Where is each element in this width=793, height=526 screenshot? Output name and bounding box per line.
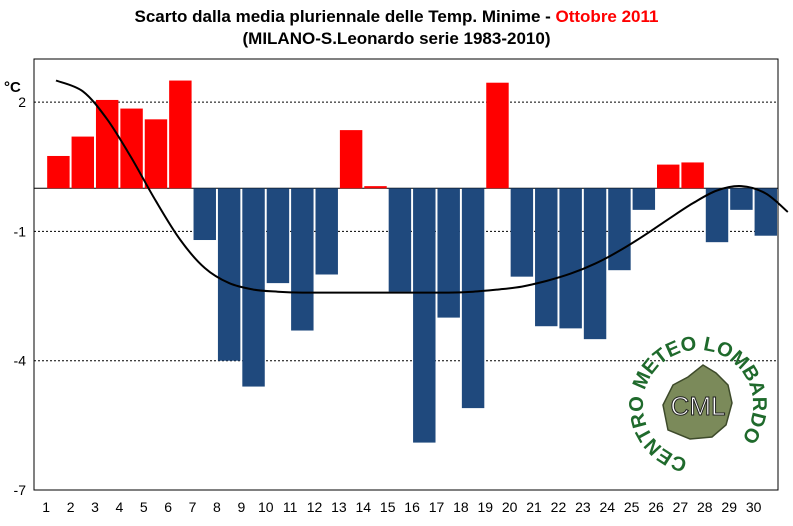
- y-tick-labels: 2 -1 -4 -7: [14, 94, 27, 498]
- chart-subtitle: (MILANO-S.Leonardo serie 1983-2010): [242, 29, 551, 48]
- x-tick-18: 18: [453, 499, 469, 515]
- bar-day-22: [559, 188, 582, 329]
- x-tick-29: 29: [721, 499, 737, 515]
- bar-day-5: [144, 119, 168, 189]
- x-tick-22: 22: [551, 499, 567, 515]
- x-tick-17: 17: [429, 499, 445, 515]
- bar-day-14: [364, 186, 387, 189]
- y-tick-1: -1: [14, 223, 27, 239]
- bar-day-3: [95, 99, 119, 189]
- x-tick-1: 1: [42, 499, 50, 515]
- bar-day-10: [266, 188, 290, 284]
- cml-logo: CML CENTRO METEO LOMBARDO: [628, 335, 768, 475]
- trend-line: [55, 79, 789, 294]
- x-tick-26: 26: [648, 499, 664, 515]
- bar-day-13: [339, 130, 363, 189]
- x-tick-21: 21: [526, 499, 542, 515]
- x-tick-6: 6: [164, 499, 172, 515]
- x-tick-25: 25: [624, 499, 640, 515]
- x-tick-8: 8: [213, 499, 221, 515]
- x-tick-16: 16: [404, 499, 420, 515]
- bar-day-21: [535, 188, 558, 327]
- bar-day-28: [705, 188, 729, 243]
- x-tick-28: 28: [697, 499, 713, 515]
- bar-day-30: [754, 188, 778, 236]
- bar-day-12: [315, 188, 338, 275]
- bar-day-15: [388, 188, 412, 292]
- bar-day-25: [632, 188, 656, 210]
- bar-day-8: [217, 188, 241, 361]
- x-tick-10: 10: [258, 499, 274, 515]
- chart-title: Scarto dalla media pluriennale delle Tem…: [0, 6, 793, 50]
- bar-day-19: [486, 82, 509, 189]
- y-tick-3: -7: [14, 482, 27, 498]
- x-tick-15: 15: [380, 499, 396, 515]
- lombardy-map-icon: [662, 364, 733, 440]
- bar-day-27: [681, 162, 704, 189]
- x-tick-30: 30: [746, 499, 762, 515]
- x-tick-14: 14: [356, 499, 372, 515]
- x-tick-19: 19: [477, 499, 493, 515]
- bar-day-18: [461, 188, 485, 409]
- x-tick-4: 4: [115, 499, 123, 515]
- x-tick-5: 5: [140, 499, 148, 515]
- y-tick-0: 2: [18, 94, 26, 110]
- y-axis-label: °C: [4, 79, 21, 96]
- bar-series: [47, 80, 778, 443]
- bar-day-7: [193, 188, 216, 241]
- bar-day-26: [657, 164, 680, 189]
- bar-day-20: [510, 188, 534, 277]
- bar-day-9: [242, 188, 265, 387]
- bar-day-2: [71, 136, 95, 189]
- bar-day-11: [291, 188, 314, 331]
- x-tick-11: 11: [283, 499, 298, 515]
- x-tick-3: 3: [91, 499, 99, 515]
- x-tick-12: 12: [307, 499, 323, 515]
- x-tick-24: 24: [599, 499, 615, 515]
- bar-day-16: [413, 188, 436, 443]
- bar-day-29: [730, 188, 753, 210]
- bar-day-1: [47, 155, 70, 189]
- x-tick-7: 7: [189, 499, 197, 515]
- x-tick-13: 13: [331, 499, 347, 515]
- bar-day-6: [169, 80, 192, 189]
- logo-center-text: CML: [671, 391, 726, 421]
- x-tick-23: 23: [575, 499, 591, 515]
- y-tick-2: -4: [14, 353, 27, 369]
- x-tick-2: 2: [67, 499, 75, 515]
- bar-day-17: [437, 188, 460, 318]
- x-tick-27: 27: [673, 499, 689, 515]
- bar-day-4: [120, 108, 143, 189]
- chart-title-prefix: Scarto dalla media pluriennale delle Tem…: [134, 7, 556, 26]
- chart-title-highlight: Ottobre 2011: [555, 7, 659, 26]
- x-tick-20: 20: [502, 499, 518, 515]
- x-tick-9: 9: [237, 499, 245, 515]
- x-tick-labels: 1 2 3 4 5 6 7 8 9 10 11 12 13 14 15 16 17 18 19 20 21 22 23 24 2…: [42, 499, 761, 515]
- plot-frame: [33, 58, 779, 491]
- bar-day-24: [608, 188, 631, 271]
